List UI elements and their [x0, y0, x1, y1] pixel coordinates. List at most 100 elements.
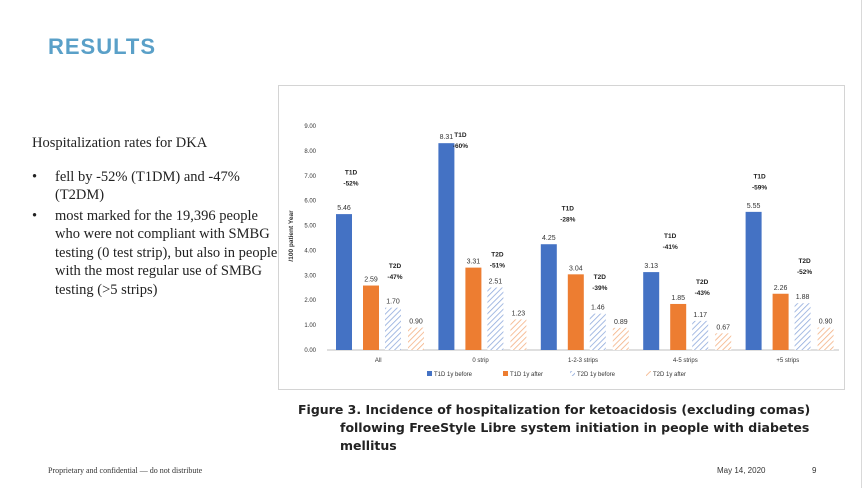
body-heading: Hospitalization rates for DKA [32, 135, 208, 151]
annotation-group-label: T1D [562, 206, 575, 213]
bullet-marker: • [32, 168, 38, 185]
annotation-change-label: -28% [560, 217, 575, 224]
y-tick-label: 9.00 [304, 124, 316, 130]
annotation-change-label: -60% [453, 143, 468, 150]
bar-t2d-after [715, 333, 732, 350]
bar-value-label: 1.17 [693, 312, 707, 319]
bar-value-label: 2.26 [774, 285, 788, 292]
figure-caption: Figure 3. Incidence of hospitalization f… [298, 401, 818, 455]
slide-edge [861, 0, 862, 488]
legend-label: T2D 1y before [577, 372, 616, 378]
bar-t2d-after [817, 327, 834, 350]
annotation-change-label: -51% [490, 263, 505, 270]
bar-chart: 0.00 1.00 2.00 3.00 4.00 5.00 6.00 7.00 8.00 9.00… [288, 124, 839, 378]
body-text: Hospitalization rates for DKA • fell by … [32, 134, 278, 301]
bar-value-label: 3.31 [467, 259, 481, 266]
y-tick-label: 2.00 [304, 298, 316, 304]
x-tick-label: 1-2-3 strips [568, 358, 598, 364]
legend-swatch [503, 371, 508, 376]
bar-t1d-after [363, 285, 379, 350]
bar-value-label: 5.55 [747, 203, 761, 210]
bar-t1d-before [336, 214, 352, 350]
annotation-group-label: T1D [454, 132, 467, 139]
annotation-group-label: T2D [491, 252, 504, 259]
annotation-change-label: -59% [752, 184, 767, 191]
bar-t2d-before [794, 303, 811, 350]
bullet-marker: • [32, 207, 38, 224]
annotation-change-label: -41% [663, 244, 678, 251]
bar-t2d-before [487, 287, 504, 350]
bar-value-label: 1.88 [796, 294, 810, 301]
bar-t1d-after [670, 303, 687, 350]
annotation-group-label: T1D [753, 173, 766, 180]
bar-t2d-before [385, 307, 401, 350]
bar-value-label: 3.13 [644, 263, 658, 270]
annotation-change-label: -52% [797, 269, 812, 276]
footer-confidential: Proprietary and confidential — do not di… [48, 466, 203, 475]
y-tick-label: 0.00 [304, 348, 316, 354]
legend-swatch [570, 371, 575, 376]
bar-value-label: 5.46 [337, 205, 351, 212]
bullet-item: • most marked for the 19,396 people who … [32, 207, 278, 300]
bar-value-label: 0.67 [716, 324, 730, 331]
bar-value-label: 8.31 [440, 134, 454, 141]
annotation-change-label: -39% [592, 285, 607, 292]
bar-t1d-after [567, 274, 584, 350]
bar-t1d-before [540, 244, 557, 350]
annotation-change-label: -52% [343, 181, 358, 188]
y-tick-label: 4.00 [304, 248, 316, 254]
legend-label: T2D 1y after [653, 372, 686, 378]
bar-value-label: 2.51 [489, 279, 503, 286]
bar-value-label: 1.46 [591, 305, 605, 312]
bar-value-label: 1.23 [512, 310, 526, 317]
slide-title: RESULTS [48, 34, 157, 59]
bullet-text: fell by -52% (T1DM) and -47% (T2DM) [55, 168, 240, 204]
x-tick-label: +5 strips [776, 358, 799, 364]
y-tick-label: 6.00 [304, 199, 316, 205]
y-tick-label: 8.00 [304, 149, 316, 155]
bullet-item: • fell by -52% (T1DM) and -47% (T2DM) [32, 168, 278, 205]
legend-swatch [646, 371, 651, 376]
x-tick-label: 4-5 strips [673, 358, 698, 364]
footer-date: May 14, 2020 [717, 466, 766, 475]
bar-value-label: 0.90 [819, 319, 833, 326]
y-tick-label: 3.00 [304, 273, 316, 279]
legend-label: T1D 1y after [510, 372, 543, 378]
y-tick-label: 1.00 [304, 323, 316, 329]
bar-value-label: 1.85 [671, 295, 685, 302]
bar-value-label: 2.59 [364, 277, 378, 284]
bullet-text: most marked for the 19,396 people who we… [55, 207, 278, 298]
x-tick-label: All [375, 358, 382, 364]
annotation-group-label: T2D [389, 263, 402, 270]
page-number: 9 [812, 466, 817, 475]
annotation-group-label: T1D [664, 233, 677, 240]
bar-t2d-before [692, 320, 709, 350]
bar-value-label: 0.89 [614, 319, 628, 326]
bar-t2d-after [612, 327, 629, 350]
bar-t1d-after [772, 293, 789, 350]
chart-frame: 0.00 1.00 2.00 3.00 4.00 5.00 6.00 7.00 8.00 9.00… [278, 85, 845, 390]
annotation-change-label: -43% [695, 290, 710, 297]
bar-t2d-before [589, 313, 606, 350]
legend-swatch [427, 371, 432, 376]
bar-t1d-before [745, 211, 762, 350]
annotation-group-label: T2D [696, 279, 709, 286]
caption-line-2: following FreeStyle Libre system initiat… [340, 420, 810, 453]
bullet-list: • fell by -52% (T1DM) and -47% (T2DM) • … [32, 168, 278, 300]
bar-t1d-before [438, 143, 455, 350]
bar-value-label: 4.25 [542, 235, 556, 242]
x-tick-label: 0 strip [472, 358, 489, 364]
bar-t1d-before [643, 272, 660, 350]
bar-t2d-after [408, 327, 424, 350]
y-tick-label: 7.00 [304, 174, 316, 180]
bar-value-label: 0.90 [409, 319, 423, 326]
annotation-group-label: T2D [594, 274, 607, 281]
y-tick-label: 5.00 [304, 224, 316, 230]
bar-value-label: 3.04 [569, 265, 583, 272]
bar-t1d-after [465, 267, 482, 350]
annotation-group-label: T1D [345, 170, 358, 177]
bar-t2d-after [510, 319, 527, 350]
annotation-change-label: -47% [387, 274, 402, 281]
annotation-group-label: T2D [798, 258, 811, 265]
